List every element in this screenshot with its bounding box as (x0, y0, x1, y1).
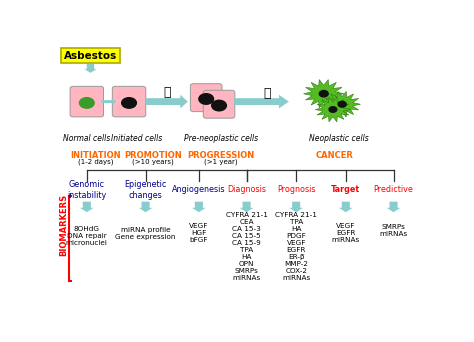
Text: Target: Target (331, 185, 360, 194)
Text: CYFRA 21-1
TPA
HA
PDGF
VEGF
EGFR
ER-β
MMP-2
COX-2
miRNAs: CYFRA 21-1 TPA HA PDGF VEGF EGFR ER-β MM… (275, 212, 317, 281)
Text: 8OHdG
DNA repair
micronuclei: 8OHdG DNA repair micronuclei (66, 226, 108, 246)
Polygon shape (80, 202, 94, 212)
Circle shape (199, 94, 213, 104)
Text: SMRPs
miRNAs: SMRPs miRNAs (379, 224, 408, 237)
Text: CYFRA 21-1
CEA
CA 15-3
CA 15-5
CA 15-9
TPA
HA
OPN
SMRPs
miRNAs: CYFRA 21-1 CEA CA 15-3 CA 15-5 CA 15-9 T… (226, 212, 267, 281)
Circle shape (319, 91, 328, 97)
Text: Prognosis: Prognosis (277, 185, 315, 194)
Polygon shape (192, 202, 206, 212)
Text: BIOMARKERS: BIOMARKERS (60, 194, 69, 256)
Circle shape (122, 98, 137, 108)
Text: VEGF
HGF
bFGF: VEGF HGF bFGF (189, 223, 209, 243)
Circle shape (329, 107, 337, 112)
Polygon shape (84, 63, 97, 73)
Text: Normal cells: Normal cells (63, 134, 110, 143)
Polygon shape (139, 202, 153, 212)
Text: Pre-neoplastic cells: Pre-neoplastic cells (184, 134, 258, 143)
Circle shape (80, 98, 94, 108)
Text: Initiated cells: Initiated cells (111, 134, 162, 143)
FancyBboxPatch shape (112, 86, 146, 117)
Polygon shape (101, 98, 116, 105)
Circle shape (338, 101, 346, 107)
Text: INITIATION: INITIATION (71, 151, 121, 160)
Text: Asbestos: Asbestos (64, 51, 117, 61)
FancyBboxPatch shape (70, 86, 103, 117)
Text: PROMOTION: PROMOTION (124, 151, 182, 160)
Text: (1-2 days): (1-2 days) (78, 159, 114, 166)
Polygon shape (146, 95, 188, 108)
Polygon shape (315, 97, 351, 122)
Polygon shape (303, 80, 344, 108)
Text: Angiogenesis: Angiogenesis (172, 185, 226, 194)
Text: Neoplastic cells: Neoplastic cells (309, 134, 368, 143)
Text: CANCER: CANCER (316, 151, 354, 160)
Text: (>1 year): (>1 year) (204, 159, 237, 166)
Text: 🐢: 🐢 (164, 86, 172, 99)
Text: (>10 years): (>10 years) (132, 159, 174, 166)
Text: 🐇: 🐇 (263, 87, 271, 100)
Text: Epigenetic
changes: Epigenetic changes (124, 180, 167, 199)
Text: VEGF
EGFR
miRNAs: VEGF EGFR miRNAs (332, 223, 360, 243)
Text: Diagnosis: Diagnosis (227, 185, 266, 194)
Polygon shape (240, 202, 254, 212)
FancyBboxPatch shape (203, 90, 235, 118)
Polygon shape (387, 202, 401, 212)
Text: Genomic
instability: Genomic instability (67, 180, 107, 199)
Polygon shape (234, 95, 289, 108)
Circle shape (212, 100, 227, 111)
Text: Predictive: Predictive (374, 185, 413, 194)
Text: PROGRESSION: PROGRESSION (187, 151, 255, 160)
Polygon shape (289, 202, 303, 212)
Polygon shape (339, 202, 353, 212)
FancyBboxPatch shape (191, 84, 222, 111)
Text: miRNA profile
Gene expression: miRNA profile Gene expression (115, 227, 176, 240)
Polygon shape (324, 91, 360, 117)
